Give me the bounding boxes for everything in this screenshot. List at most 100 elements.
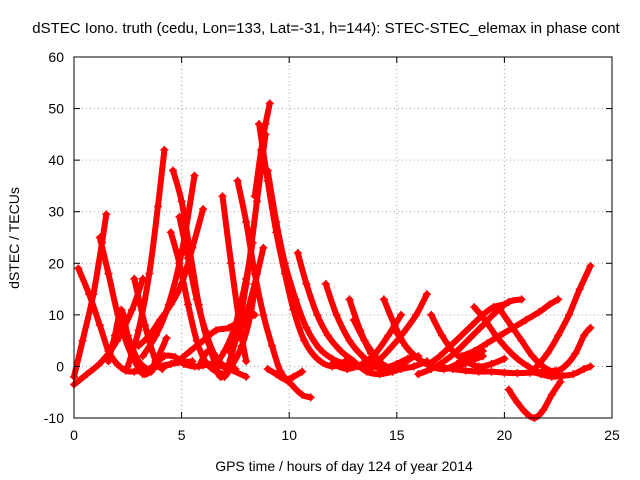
- data-point: [500, 300, 509, 309]
- chart-title: dSTEC Iono. truth (cedu, Lon=133, Lat=-3…: [32, 20, 620, 37]
- data-point: [242, 218, 251, 227]
- y-tick-label: 20: [48, 255, 64, 271]
- data-point: [491, 331, 500, 340]
- data-series-line: [360, 290, 431, 371]
- data-point: [242, 372, 251, 381]
- data-point: [500, 354, 509, 363]
- x-axis-label: GPS time / hours of day 124 of year 2014: [215, 458, 473, 474]
- data-point: [575, 285, 584, 294]
- y-tick-label: 40: [48, 152, 64, 168]
- data-point: [82, 370, 91, 379]
- data-series-line: [532, 261, 595, 371]
- data-point: [539, 406, 548, 415]
- data-series-line: [496, 305, 595, 376]
- data-point: [517, 295, 526, 304]
- data-point: [390, 321, 399, 330]
- data-point: [160, 362, 169, 371]
- data-point: [554, 331, 563, 340]
- data-series-line: [504, 377, 565, 422]
- data-point: [313, 310, 322, 319]
- data-point: [123, 331, 132, 340]
- data-point: [545, 300, 554, 309]
- data-point: [547, 390, 556, 399]
- data-point: [104, 269, 113, 278]
- data-point: [564, 310, 573, 319]
- series-marker-texture: [460, 298, 559, 357]
- data-point: [149, 362, 158, 371]
- data-point: [481, 316, 490, 325]
- data-point: [358, 352, 367, 361]
- data-point: [513, 398, 522, 407]
- series-marker-texture: [77, 267, 193, 373]
- data-point: [470, 346, 479, 355]
- data-point: [500, 368, 509, 377]
- data-point: [201, 326, 210, 335]
- data-point: [306, 393, 315, 402]
- data-point: [586, 261, 595, 270]
- data-point: [474, 367, 483, 376]
- data-point: [379, 295, 388, 304]
- data-point: [554, 295, 563, 304]
- data-point: [160, 352, 169, 361]
- x-tick-label: 20: [497, 427, 513, 443]
- data-point: [194, 362, 203, 371]
- data-point: [315, 344, 324, 353]
- data-point: [349, 357, 358, 366]
- data-point: [190, 171, 199, 180]
- series-path: [497, 306, 594, 375]
- series-marker-texture: [325, 283, 428, 373]
- data-point: [134, 326, 143, 335]
- data-point: [162, 334, 171, 343]
- data-point: [328, 359, 337, 368]
- data-point: [489, 303, 498, 312]
- x-tick-label: 5: [178, 427, 186, 443]
- data-point: [382, 362, 391, 371]
- series-path: [505, 378, 564, 422]
- data-point: [478, 352, 487, 361]
- data-point: [547, 372, 556, 381]
- data-point: [560, 362, 569, 371]
- data-point: [532, 362, 541, 371]
- data-point: [336, 346, 345, 355]
- data-point: [78, 336, 87, 345]
- series-marker-texture: [213, 242, 254, 367]
- data-point: [130, 367, 139, 376]
- y-axis-ticks: -10 0 10 20 30 40 50 60: [44, 49, 612, 426]
- data-point: [422, 290, 431, 299]
- data-point: [218, 192, 227, 201]
- data-point: [186, 346, 195, 355]
- data-point: [293, 248, 302, 257]
- data-point: [504, 297, 513, 306]
- data-series-line: [263, 166, 375, 374]
- data-point: [166, 300, 175, 309]
- data-point: [130, 274, 139, 283]
- data-point: [188, 243, 197, 252]
- y-tick-label: 50: [48, 101, 64, 117]
- data-point: [470, 303, 479, 312]
- data-point: [242, 357, 251, 366]
- y-tick-label: -10: [44, 410, 64, 426]
- data-point: [521, 316, 530, 325]
- data-point: [265, 99, 274, 108]
- data-point: [321, 279, 330, 288]
- data-point: [468, 321, 477, 330]
- data-point: [302, 279, 311, 288]
- data-point: [280, 259, 289, 268]
- data-point: [414, 354, 423, 363]
- y-tick-label: 30: [48, 204, 64, 220]
- data-point: [250, 279, 259, 288]
- data-point: [536, 370, 545, 379]
- data-point: [259, 243, 268, 252]
- data-point: [255, 120, 264, 129]
- data-point: [558, 371, 567, 380]
- y-tick-label: 60: [48, 49, 64, 65]
- data-point: [483, 339, 492, 348]
- data-point: [145, 269, 154, 278]
- data-point: [453, 346, 462, 355]
- data-point: [173, 357, 182, 366]
- data-point: [425, 359, 434, 368]
- data-point: [160, 145, 169, 154]
- data-point: [272, 218, 281, 227]
- data-series-line: [425, 300, 509, 368]
- data-point: [252, 197, 261, 206]
